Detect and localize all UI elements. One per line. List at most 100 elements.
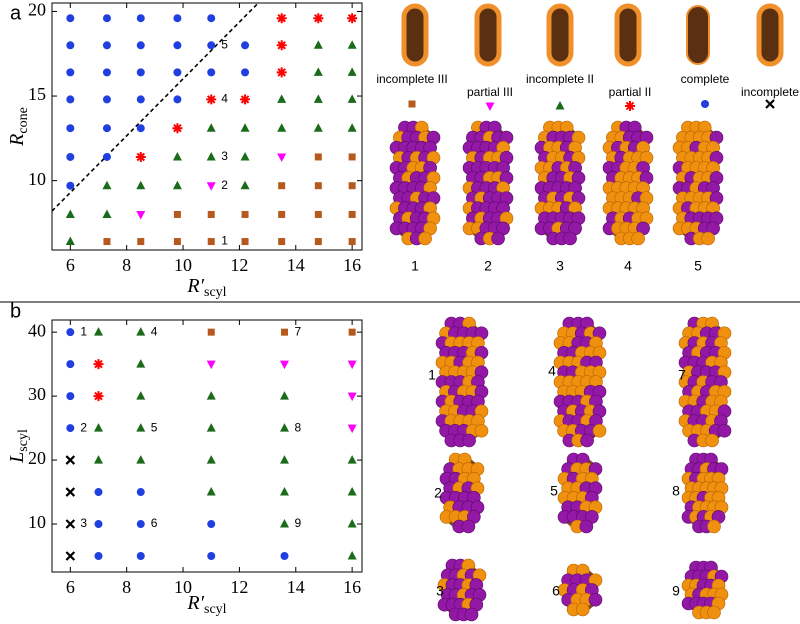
marker	[65, 209, 75, 218]
marker-shape	[94, 552, 103, 561]
render-label: 6	[552, 583, 560, 599]
marker	[102, 68, 111, 77]
marker-shape	[347, 392, 357, 402]
rod-render	[557, 563, 603, 617]
y-axis-label-base: R	[6, 134, 28, 147]
point-annotation: 9	[295, 516, 302, 530]
marker-shape	[102, 68, 111, 77]
marker-shape	[701, 100, 709, 108]
marker-shape	[102, 180, 112, 190]
marker-shape	[313, 13, 324, 24]
y-tick-label: 40	[28, 320, 46, 340]
marker-shape	[206, 360, 216, 370]
marker-shape	[93, 391, 104, 402]
marker	[313, 40, 323, 49]
legend-label: incomplete	[741, 85, 799, 99]
rod-render	[557, 452, 603, 534]
marker-shape	[206, 151, 216, 161]
sphere	[592, 423, 607, 438]
render-label: 3	[556, 258, 564, 274]
x-tick-label: 14	[287, 577, 305, 597]
marker-shape	[207, 68, 216, 77]
marker	[136, 391, 146, 400]
marker	[348, 328, 356, 336]
marker	[241, 41, 250, 50]
render-label: 2	[434, 485, 442, 501]
marker-shape	[136, 455, 146, 464]
point-annotation: 1	[80, 324, 87, 338]
marker-shape	[278, 182, 286, 190]
x-tick-label: 10	[174, 255, 192, 275]
marker	[276, 40, 287, 51]
sphere	[464, 607, 479, 622]
sphere	[491, 231, 505, 246]
marker-shape	[206, 391, 216, 400]
marker	[206, 182, 216, 191]
marker	[136, 210, 146, 220]
sphere	[461, 519, 476, 534]
marker-shape	[278, 238, 286, 246]
marker-shape	[172, 123, 183, 134]
marker	[348, 153, 356, 161]
marker	[94, 423, 103, 432]
marker-shape	[280, 423, 289, 432]
marker-shape	[625, 101, 635, 111]
marker	[66, 68, 75, 77]
marker	[172, 151, 182, 161]
marker	[206, 391, 216, 400]
marker-shape	[66, 328, 75, 337]
marker	[136, 488, 145, 497]
marker	[241, 68, 250, 77]
marker	[206, 123, 216, 132]
marker	[102, 14, 111, 23]
panel-label: a	[10, 2, 22, 24]
legend-label: partial II	[609, 85, 652, 99]
marker-shape	[94, 520, 103, 529]
legend-label: partial III	[467, 85, 513, 99]
sphere	[579, 519, 594, 534]
marker	[240, 94, 251, 105]
marker-shape	[485, 102, 495, 111]
marker	[280, 360, 289, 370]
marker-shape	[276, 40, 287, 51]
marker	[136, 124, 145, 133]
x-tick-label: 10	[174, 577, 192, 597]
marker-shape	[280, 519, 289, 528]
marker-shape	[313, 123, 323, 132]
marker-shape	[408, 100, 416, 108]
marker-shape	[173, 238, 181, 246]
y-axis-label-base: L	[6, 452, 28, 464]
marker	[241, 238, 249, 246]
marker-shape	[241, 41, 250, 50]
marker-shape	[314, 182, 322, 190]
marker	[94, 552, 103, 561]
marker-shape	[65, 551, 76, 561]
marker	[240, 123, 250, 132]
marker	[347, 360, 357, 370]
marker-shape	[173, 41, 182, 50]
marker	[66, 124, 75, 133]
marker	[66, 41, 75, 50]
point-annotation: 1	[221, 234, 228, 248]
y-tick-label: 15	[28, 84, 46, 104]
schematic	[756, 3, 784, 67]
marker-shape	[280, 552, 289, 561]
marker	[555, 101, 565, 110]
marker-shape	[172, 180, 182, 190]
point-annotation: 7	[295, 324, 302, 338]
marker	[278, 182, 286, 190]
marker-shape	[207, 552, 216, 561]
marker-shape	[66, 14, 75, 23]
marker-shape	[65, 487, 76, 497]
marker	[136, 359, 146, 368]
marker-shape	[240, 123, 250, 132]
marker-shape	[206, 455, 216, 464]
marker	[136, 327, 146, 336]
marker	[173, 68, 182, 77]
rod-render	[462, 120, 514, 246]
marker-shape	[102, 124, 111, 133]
marker	[102, 152, 111, 161]
marker	[137, 238, 145, 246]
marker-shape	[66, 41, 75, 50]
marker	[408, 100, 416, 108]
